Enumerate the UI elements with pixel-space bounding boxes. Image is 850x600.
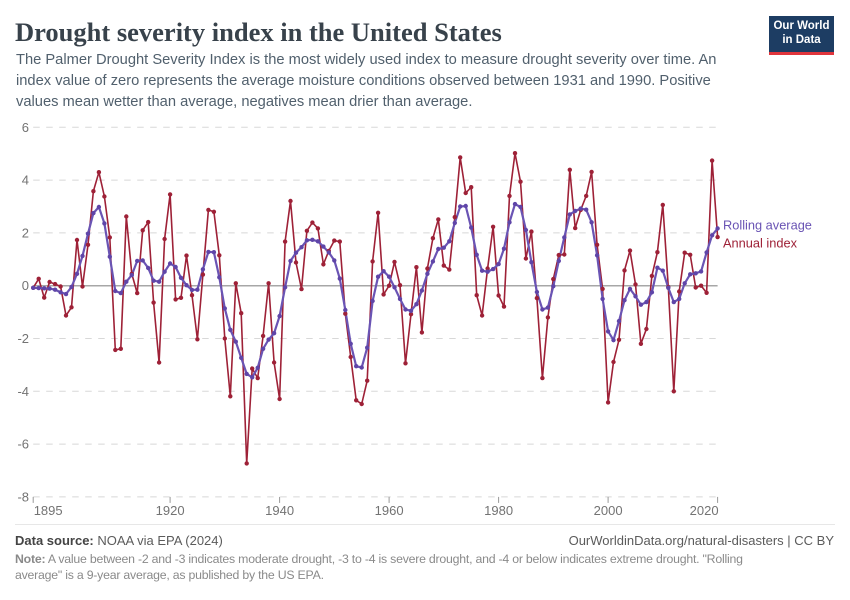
svg-text:6: 6	[22, 120, 29, 135]
svg-text:2020: 2020	[690, 503, 719, 518]
svg-text:4: 4	[22, 173, 29, 188]
svg-text:1960: 1960	[375, 503, 404, 518]
svg-text:2000: 2000	[594, 503, 623, 518]
svg-text:2: 2	[22, 225, 29, 240]
svg-text:-6: -6	[17, 437, 29, 452]
svg-text:0: 0	[22, 278, 29, 293]
svg-text:-4: -4	[17, 384, 29, 399]
svg-text:1920: 1920	[156, 503, 185, 518]
svg-text:1980: 1980	[484, 503, 513, 518]
svg-text:Rolling average: Rolling average	[723, 218, 812, 233]
svg-text:1940: 1940	[265, 503, 294, 518]
svg-text:Annual index: Annual index	[723, 236, 798, 251]
svg-text:1895: 1895	[34, 503, 63, 518]
svg-text:-2: -2	[17, 331, 29, 346]
svg-text:-8: -8	[17, 489, 29, 504]
